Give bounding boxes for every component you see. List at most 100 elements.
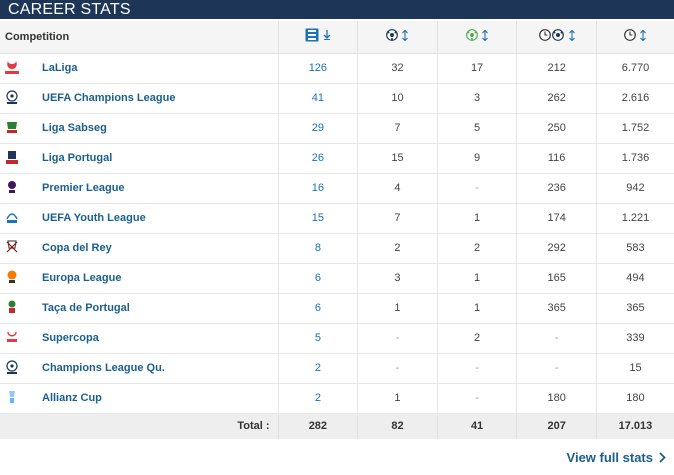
section-title: CAREER STATS (8, 1, 131, 18)
europa-league-logo (4, 269, 20, 287)
laliga-logo (4, 59, 20, 77)
assists-cell: 1 (437, 293, 518, 324)
appearances-cell: 26 (278, 143, 359, 174)
column-header-minutes-per-goal[interactable] (516, 21, 597, 54)
uefa-youth-logo (4, 209, 20, 227)
totals-row: Total : 282 82 41 207 17.013 (0, 413, 674, 439)
competition-cell: Europa League (0, 263, 279, 294)
assists-cell: 9 (437, 143, 518, 174)
view-full-stats-label: View full stats (566, 450, 653, 465)
assists-cell: 1 (437, 263, 518, 294)
minutes-per-goal-cell: 236 (516, 173, 597, 204)
minutes-played-cell: 6.770 (596, 53, 674, 84)
table-row: Taça de Portugal 6 1 1 365 365 (0, 293, 674, 324)
competition-link[interactable]: Liga Portugal (42, 152, 113, 164)
competition-link[interactable]: LaLiga (42, 62, 78, 74)
appearances-link[interactable]: 2 (314, 362, 321, 374)
appearances-link[interactable]: 5 (314, 332, 321, 344)
table-row: UEFA Youth League 15 7 1 174 1.221 (0, 203, 674, 234)
appearances-cell: 41 (278, 83, 359, 114)
competition-cell: UEFA Champions League (0, 83, 279, 114)
competition-cell: LaLiga (0, 53, 279, 84)
appearances-link[interactable]: 16 (311, 182, 324, 194)
goals-cell: 2 (357, 233, 438, 264)
assists-cell: 17 (437, 53, 518, 84)
minutes-played-cell: 339 (596, 323, 674, 354)
assists-cell: 1 (437, 203, 518, 234)
appearances-link[interactable]: 126 (308, 62, 328, 74)
allianz-cup-logo (4, 389, 20, 407)
sort-icon (568, 29, 575, 41)
assists-cell: 2 (437, 233, 518, 264)
appearances-link[interactable]: 15 (311, 212, 324, 224)
table-row: Allianz Cup 2 1-180 180 (0, 383, 674, 414)
competition-link[interactable]: Premier League (42, 182, 125, 194)
table-row: Premier League 16 4-236 942 (0, 173, 674, 204)
minutes-per-goal-cell: 174 (516, 203, 597, 234)
minutes-per-goal-cell: 180 (516, 383, 597, 414)
minutes-played-cell: 2.616 (596, 83, 674, 114)
appearances-link[interactable]: 6 (314, 302, 321, 314)
appearances-cell: 5 (278, 323, 359, 354)
career-stats-header: CAREER STATS (0, 0, 674, 19)
appearances-link[interactable]: 6 (314, 272, 321, 284)
total-assists: 41 (437, 413, 518, 439)
competition-link[interactable]: Supercopa (42, 332, 99, 344)
view-full-stats-link[interactable]: View full stats (567, 450, 666, 465)
competition-link[interactable]: Liga Sabseg (42, 122, 107, 134)
appearances-link[interactable]: 2 (314, 392, 321, 404)
appearances-cell: 2 (278, 383, 359, 414)
goals-cell: 3 (357, 263, 438, 294)
minutes-per-goal-cell: 116 (516, 143, 597, 174)
minutes-per-goal-cell: - (516, 353, 597, 384)
table-row: Copa del Rey 8 2 2 292 583 (0, 233, 674, 264)
goals-icon (386, 29, 399, 42)
table-row: LaLiga 126 32 17 212 6.770 (0, 53, 674, 84)
minutes-per-goal-cell: 212 (516, 53, 597, 84)
appearances-cell: 126 (278, 53, 359, 84)
minutes-played-cell: 1.221 (596, 203, 674, 234)
minutes-per-goal-cell: 262 (516, 83, 597, 114)
appearances-icon (305, 28, 319, 42)
appearances-cell: 6 (278, 263, 359, 294)
minutes-played-cell: 942 (596, 173, 674, 204)
appearances-link[interactable]: 8 (314, 242, 321, 254)
assists-cell: 5 (437, 113, 518, 144)
competition-cell: Premier League (0, 173, 279, 204)
appearances-link[interactable]: 41 (311, 92, 324, 104)
total-appearances: 282 (278, 413, 359, 439)
competition-cell: Supercopa (0, 323, 279, 354)
goals-cell: 7 (357, 113, 438, 144)
competition-link[interactable]: Allianz Cup (42, 392, 102, 404)
assists-cell: - (437, 383, 518, 414)
competition-link[interactable]: Copa del Rey (42, 242, 112, 254)
competition-link[interactable]: Europa League (42, 272, 122, 284)
appearances-cell: 16 (278, 173, 359, 204)
total-minutes-per-goal: 207 (516, 413, 597, 439)
column-header-competition: Competition (0, 21, 279, 54)
table-row: Champions League Qu. 2- - -15 (0, 353, 674, 384)
minutes-per-goal-cell: - (516, 323, 597, 354)
competition-cell: Champions League Qu. (0, 353, 279, 384)
appearances-link[interactable]: 29 (311, 122, 324, 134)
minutes-per-goal-cell: 365 (516, 293, 597, 324)
competition-cell: UEFA Youth League (0, 203, 279, 234)
competition-cell: Allianz Cup (0, 383, 279, 414)
column-header-appearances[interactable] (278, 21, 359, 54)
column-header-minutes-played[interactable] (596, 21, 674, 54)
competition-link[interactable]: UEFA Champions League (42, 92, 176, 104)
premier-league-logo (4, 179, 20, 197)
competition-link[interactable]: Champions League Qu. (42, 362, 165, 374)
minutes-played-icon (624, 29, 637, 42)
column-header-goals[interactable] (357, 21, 438, 54)
minutes-per-goal-icon (538, 29, 564, 42)
chevron-right-icon (659, 452, 666, 463)
competition-link[interactable]: UEFA Youth League (42, 212, 146, 224)
goals-cell: 1 (357, 293, 438, 324)
assists-cell: 2 (437, 323, 518, 354)
appearances-link[interactable]: 26 (311, 152, 324, 164)
table-row: Liga Sabseg 29 7 5 250 1.752 (0, 113, 674, 144)
column-header-assists[interactable] (437, 21, 518, 54)
minutes-played-cell: 494 (596, 263, 674, 294)
competition-link[interactable]: Taça de Portugal (42, 302, 130, 314)
